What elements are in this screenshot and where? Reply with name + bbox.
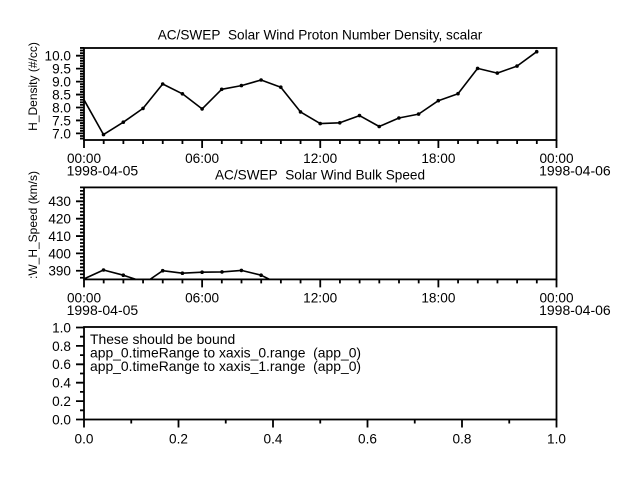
svg-text:0.0: 0.0 [75, 432, 94, 447]
svg-text:1.0: 1.0 [52, 320, 71, 335]
svg-text:390: 390 [48, 264, 71, 279]
svg-text:00:00: 00:00 [539, 151, 573, 166]
svg-text:9.5: 9.5 [52, 62, 71, 77]
svg-text:12:00: 12:00 [303, 290, 337, 305]
svg-text:10.0: 10.0 [45, 49, 72, 64]
svg-text:1998-04-06: 1998-04-06 [539, 163, 611, 179]
svg-text:AC/SWEP Solar Wind Bulk Speed: AC/SWEP Solar Wind Bulk Speed [215, 168, 425, 183]
svg-text:0.8: 0.8 [453, 432, 472, 447]
svg-text:1.0: 1.0 [547, 432, 566, 447]
svg-text:430: 430 [48, 194, 71, 209]
svg-text::W_H_Speed (km/s): :W_H_Speed (km/s) [26, 171, 40, 279]
svg-text:1998-04-05: 1998-04-05 [67, 302, 139, 318]
svg-text:7.0: 7.0 [52, 126, 71, 141]
svg-text:00:00: 00:00 [67, 290, 101, 305]
svg-text:0.2: 0.2 [169, 432, 188, 447]
svg-text:1998-04-06: 1998-04-06 [539, 302, 611, 318]
svg-text:0.4: 0.4 [264, 432, 283, 447]
svg-text:app_0.timeRange to xaxis_0.ran: app_0.timeRange to xaxis_0.range (app_0) [90, 345, 361, 361]
svg-text:8.5: 8.5 [52, 88, 71, 103]
svg-text:These should be bound: These should be bound [90, 331, 235, 347]
svg-text:410: 410 [48, 229, 71, 244]
svg-text:400: 400 [48, 246, 71, 261]
svg-text:8.0: 8.0 [52, 100, 71, 115]
svg-text:0.8: 0.8 [52, 339, 71, 354]
svg-text:0.6: 0.6 [358, 432, 377, 447]
svg-text:12:00: 12:00 [303, 151, 337, 166]
svg-text:06:00: 06:00 [185, 290, 219, 305]
svg-text:0.0: 0.0 [52, 412, 71, 427]
svg-text:AC/SWEP Solar Wind Proton Num: AC/SWEP Solar Wind Proton Number Density… [158, 28, 483, 43]
svg-text:00:00: 00:00 [539, 290, 573, 305]
svg-text:00:00: 00:00 [67, 151, 101, 166]
svg-text:06:00: 06:00 [185, 151, 219, 166]
svg-text:0.2: 0.2 [52, 394, 71, 409]
svg-text:18:00: 18:00 [421, 290, 455, 305]
svg-text:9.0: 9.0 [52, 75, 71, 90]
svg-text:1998-04-05: 1998-04-05 [67, 163, 139, 179]
svg-text:0.6: 0.6 [52, 357, 71, 372]
svg-text:420: 420 [48, 212, 71, 227]
svg-text:18:00: 18:00 [421, 151, 455, 166]
svg-text:7.5: 7.5 [52, 113, 71, 128]
svg-text:0.4: 0.4 [52, 376, 71, 391]
svg-text:H_Density (#/cc): H_Density (#/cc) [26, 42, 40, 131]
svg-text:app_0.timeRange to xaxis_1.ran: app_0.timeRange to xaxis_1.range (app_0) [90, 358, 361, 374]
